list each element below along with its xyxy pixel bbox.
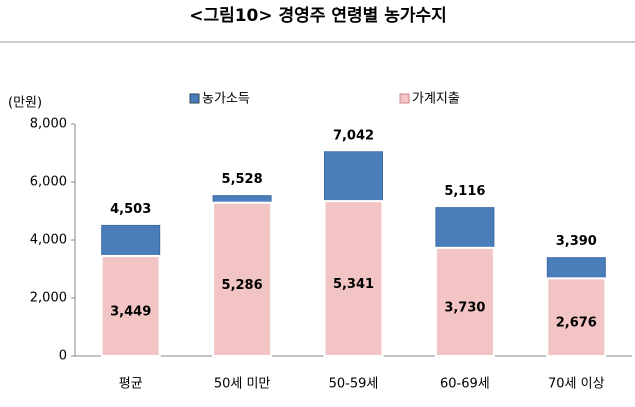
chart-title: <그림10> 경영주 연령별 농가수지: [189, 5, 447, 26]
data-label: 5,528: [222, 172, 263, 187]
data-label: 5,286: [222, 278, 263, 293]
data-label: 3,390: [556, 234, 597, 249]
bar: [212, 201, 273, 357]
data-label: 5,341: [333, 277, 374, 292]
data-label: 3,449: [110, 304, 151, 319]
y-tick-label: 4,000: [30, 233, 67, 248]
x-tick-label: 60-69세: [440, 377, 490, 392]
bar: [546, 277, 607, 357]
legend-swatch: [189, 93, 200, 104]
y-tick-label: 2,000: [30, 291, 67, 306]
x-tick-label: 평균: [119, 377, 143, 392]
y-axis-label: (만원): [8, 96, 42, 111]
bar: [323, 200, 384, 357]
bar: [434, 246, 495, 357]
y-tick-label: 0: [59, 349, 67, 364]
data-label: 5,116: [444, 184, 485, 199]
y-tick-label: 6,000: [30, 175, 67, 190]
data-label: 4,503: [110, 202, 151, 217]
legend-label: 가계지출: [412, 92, 460, 107]
data-label: 7,042: [333, 128, 374, 143]
y-tick-label: 8,000: [30, 117, 67, 132]
legend-swatch: [399, 93, 410, 104]
data-label: 2,676: [556, 316, 597, 331]
data-label: 3,730: [444, 300, 485, 315]
bar: [100, 254, 161, 358]
x-tick-label: 50세 미만: [214, 377, 271, 392]
legend-label: 농가소득: [202, 92, 250, 107]
x-tick-label: 70세 이상: [548, 377, 605, 392]
x-tick-label: 50-59세: [329, 377, 379, 392]
